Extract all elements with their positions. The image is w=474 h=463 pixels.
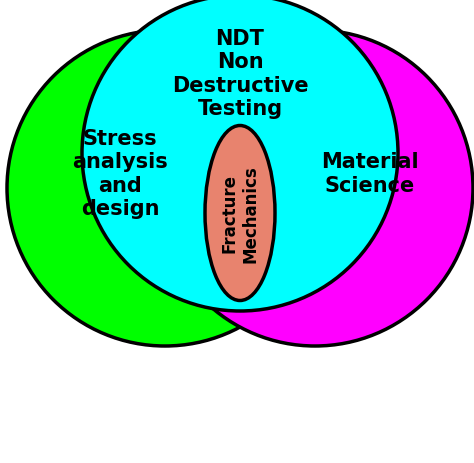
Text: Stress
analysis
and
design: Stress analysis and design (72, 129, 168, 219)
Text: NDT
Non
Destructive
Testing: NDT Non Destructive Testing (172, 29, 308, 119)
Circle shape (82, 0, 398, 311)
Circle shape (7, 31, 323, 346)
Text: Material
Science: Material Science (321, 152, 419, 195)
Text: Fracture
Mechanics: Fracture Mechanics (220, 165, 259, 263)
Circle shape (157, 31, 473, 346)
Ellipse shape (205, 126, 275, 301)
